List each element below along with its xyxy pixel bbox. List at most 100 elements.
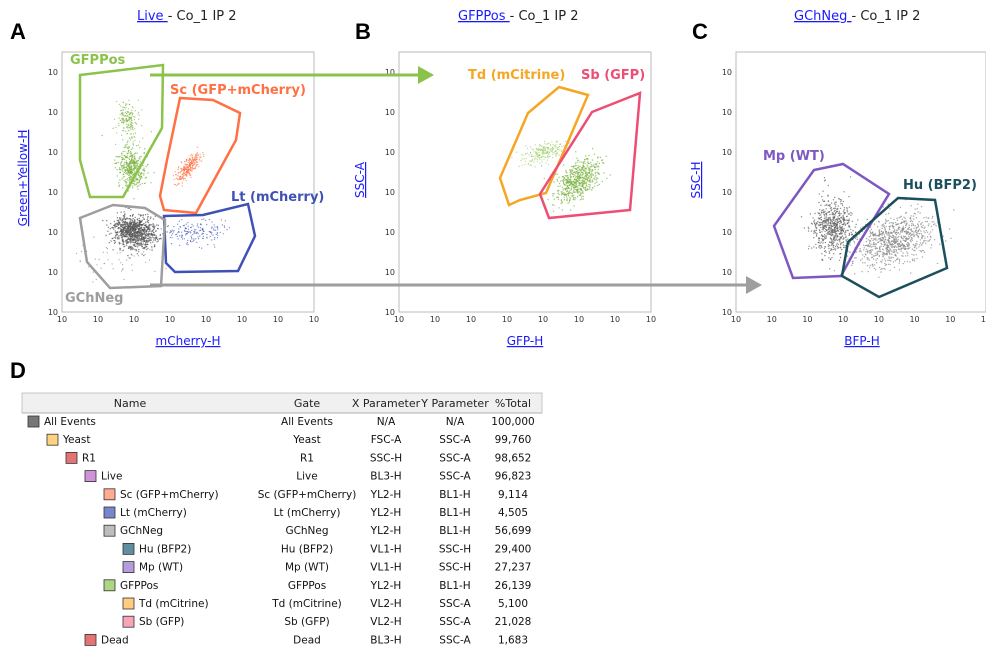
col-header-name[interactable]: Name xyxy=(114,397,147,410)
hu-point xyxy=(923,217,925,219)
gate-sc[interactable] xyxy=(158,96,242,215)
mp-point xyxy=(823,217,826,219)
gchneg-point xyxy=(144,221,147,223)
gfppos-point xyxy=(139,178,141,180)
mp-point xyxy=(832,229,834,232)
mp-point xyxy=(833,236,835,238)
table-row[interactable]: All Events All Events N/A N/A 100,000 xyxy=(27,415,535,428)
hu-point xyxy=(887,245,889,247)
hu-point xyxy=(931,217,933,219)
sb-point xyxy=(560,194,563,196)
hu-point xyxy=(890,250,893,252)
sb-point xyxy=(563,183,565,186)
table-row[interactable]: Mp (WT) Mp (WT) VL1-H SSC-H 27,237 xyxy=(122,561,531,574)
table-row[interactable]: GFPPos GFPPos YL2-H BL1-H 26,139 xyxy=(103,579,531,592)
mp-point xyxy=(833,235,835,237)
x-tick-label: 10 xyxy=(273,315,283,324)
gate-gchneg[interactable] xyxy=(78,203,167,290)
col-header-x-parameter[interactable]: X Parameter xyxy=(352,397,421,410)
gate-label-gchneg: GChNeg xyxy=(65,291,123,306)
gchneg-point xyxy=(125,221,128,224)
gfppos-point xyxy=(147,172,149,174)
gate-sb[interactable] xyxy=(538,91,642,220)
table-row[interactable]: Lt (mCherry) Lt (mCherry) YL2-H BL1-H 4,505 xyxy=(103,506,528,519)
table-row[interactable]: Hu (BFP2) Hu (BFP2) VL1-H SSC-H 29,400 xyxy=(122,543,531,555)
hu-point xyxy=(888,246,890,248)
gfppos-point xyxy=(121,167,123,169)
mp-point xyxy=(827,244,830,246)
gfppos-point xyxy=(137,165,139,167)
mp-point xyxy=(847,229,849,232)
sc-point xyxy=(182,168,184,170)
hu-point xyxy=(884,228,886,230)
table-row[interactable]: Sb (GFP) Sb (GFP) VL2-H SSC-A 21,028 xyxy=(122,615,531,628)
gchneg-point xyxy=(119,219,122,221)
panel-b-ylabel[interactable]: SSC-A xyxy=(353,161,367,198)
table-row[interactable]: Dead Dead BL3-H SSC-A 1,683 xyxy=(84,634,528,646)
gchneg-point xyxy=(132,234,134,236)
mp-point xyxy=(844,246,846,249)
sb-point xyxy=(577,178,580,181)
col-header-total[interactable]: %Total xyxy=(495,397,531,410)
mp-point xyxy=(840,217,842,219)
mp-point xyxy=(818,212,820,215)
hu-point xyxy=(881,268,883,270)
panel-b-title-link[interactable]: GFPPos xyxy=(458,9,510,24)
hu-point xyxy=(873,255,875,257)
table-row[interactable]: Sc (GFP+mCherry) Sc (GFP+mCherry) YL2-H BL1… xyxy=(103,488,528,501)
gfppos-point xyxy=(127,111,129,113)
sb-point xyxy=(565,195,568,197)
cell-gate: Sb (GFP) xyxy=(284,616,329,628)
hu-point xyxy=(902,262,904,265)
hu-point xyxy=(905,224,907,226)
table-row[interactable]: R1 R1 SSC-H SSC-A 98,652 xyxy=(65,451,531,464)
gfppos-point xyxy=(122,106,124,108)
td-point xyxy=(547,152,549,154)
gchneg-point xyxy=(120,234,122,236)
sb-point xyxy=(558,189,560,191)
gate-lt[interactable] xyxy=(162,202,257,274)
gchneg-point xyxy=(143,218,146,220)
gchneg-point xyxy=(107,259,109,261)
table-row[interactable]: GChNeg GChNeg YL2-H BL1-H 56,699 xyxy=(103,524,531,537)
hu-point xyxy=(895,249,897,251)
panel-c-title-link[interactable]: GChNeg xyxy=(794,9,852,24)
gchneg-point xyxy=(125,236,128,238)
td-point xyxy=(560,143,562,145)
panel-a-ylabel[interactable]: Green+Yellow-H xyxy=(16,130,30,227)
table-row[interactable]: Td (mCitrine) Td (mCitrine) VL2-H SSC-A 5,10… xyxy=(122,597,528,610)
hu-point xyxy=(929,238,931,241)
hu-point xyxy=(921,236,923,238)
table-row[interactable]: Live Live BL3-H SSC-A 96,823 xyxy=(84,470,531,483)
panel-b-xlabel[interactable]: GFP-H xyxy=(507,334,544,348)
gate-gfppos[interactable] xyxy=(78,63,165,199)
sb-point xyxy=(588,162,590,165)
col-header-gate[interactable]: Gate xyxy=(294,397,321,410)
mp-point xyxy=(819,214,821,216)
gate-td[interactable] xyxy=(498,85,590,207)
hu-point xyxy=(875,259,877,261)
sb-point xyxy=(570,177,572,179)
panel-a-xlabel[interactable]: mCherry-H xyxy=(156,334,221,348)
gfppos-point xyxy=(125,183,127,185)
hu-point xyxy=(873,223,876,225)
panel-a-title-link[interactable]: Live xyxy=(137,9,168,24)
gchneg-point xyxy=(124,214,126,216)
sb-point xyxy=(584,178,586,180)
gchneg-point xyxy=(132,228,135,231)
cell-total: 5,100 xyxy=(498,598,528,610)
lt-point xyxy=(176,235,178,238)
lt-point xyxy=(191,223,193,225)
panel-c-ylabel[interactable]: SSC-H xyxy=(689,162,703,199)
lt-point xyxy=(197,236,199,238)
gchneg-point xyxy=(140,223,142,226)
panel-c-xlabel[interactable]: BFP-H xyxy=(844,334,879,348)
gfppos-point xyxy=(126,103,128,105)
sb-point xyxy=(601,180,603,183)
gchneg-point xyxy=(142,216,144,218)
lt-point xyxy=(196,231,198,233)
gate-hu[interactable] xyxy=(840,196,949,299)
table-row[interactable]: Yeast Yeast FSC-A SSC-A 99,760 xyxy=(46,433,531,446)
col-header-y-parameter[interactable]: Y Parameter xyxy=(420,397,489,410)
sb-point xyxy=(589,166,591,168)
